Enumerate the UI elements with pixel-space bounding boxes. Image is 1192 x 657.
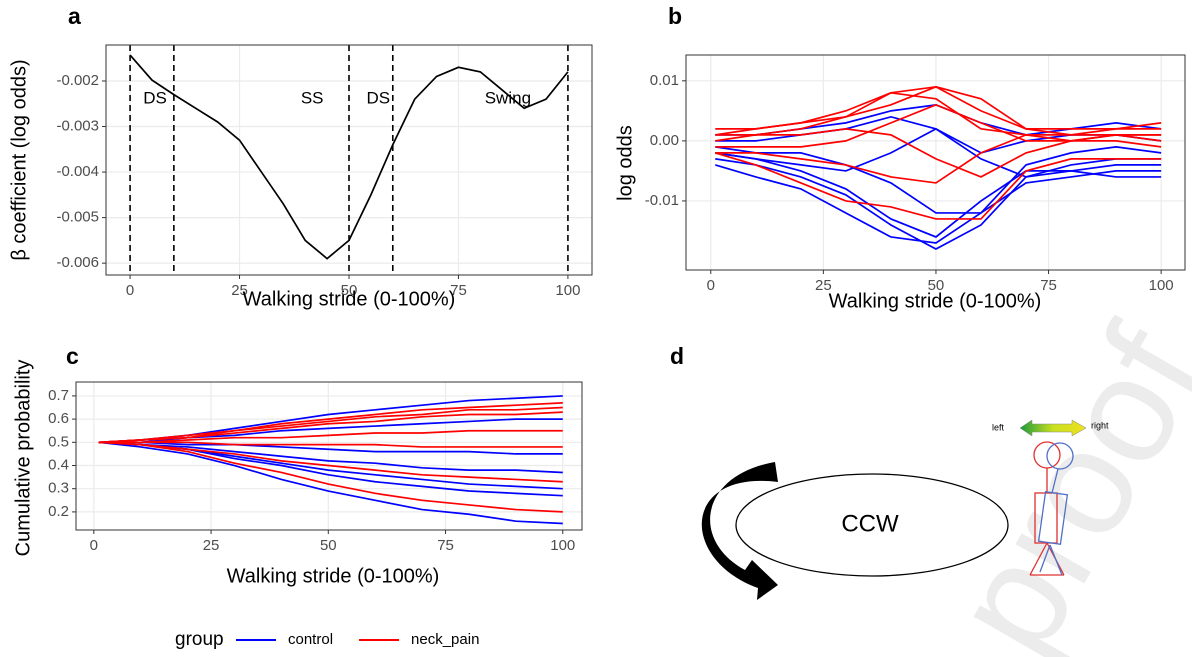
y-tick-label: 0.4: [48, 456, 69, 473]
y-tick-label: -0.01: [645, 192, 679, 209]
panel: 0 25 50 75 100 -0.01 0.00 0.01 b Walking stride (…: [614, 3, 1186, 312]
panel: 0 25 50 75 100 0.2 0.3 0.4 0.5 0.6 0.7 c Walking str…: [12, 343, 583, 587]
x-tick-label: 25: [815, 277, 832, 294]
figure-blue: [1037, 442, 1074, 576]
series-line: [715, 134, 1162, 184]
series-line: [715, 128, 1162, 178]
x-tick-label: 50: [341, 282, 358, 299]
plot-border: [105, 44, 593, 276]
x-tick-label: 25: [231, 282, 248, 299]
legend-label: neck_pain: [411, 631, 479, 648]
phase-label: SS: [301, 89, 324, 108]
series-line: [129, 54, 569, 260]
y-axis-title: Cumulative probability: [12, 360, 34, 557]
x-tick-label: 50: [928, 277, 945, 294]
x-tick-label: 100: [555, 282, 580, 299]
plot-border: [75, 381, 583, 531]
legend: group control neck_pain: [175, 629, 479, 650]
panel-label: c: [66, 343, 79, 369]
y-axis-title: β coefficient (log odds): [8, 59, 30, 260]
series-line: [715, 158, 1162, 250]
series-line: [98, 429, 563, 444]
series-line: [98, 441, 563, 483]
panel-label: a: [68, 3, 81, 29]
panel: 0 25 50 75 100 -0.006 -0.005 -0.004 -0.003 -0.002…: [8, 3, 593, 310]
series-line: [715, 146, 1162, 214]
x-tick-label: 0: [90, 537, 98, 554]
series-line: [715, 127, 1162, 178]
series-line: [98, 441, 563, 455]
x-tick-label: 0: [126, 282, 134, 299]
direction-label: CCW: [841, 510, 899, 537]
series-line: [98, 406, 563, 444]
phase-label: DS: [367, 89, 391, 108]
y-tick-label: -0.002: [56, 72, 99, 89]
series-line: [98, 441, 563, 474]
series-line: [715, 85, 1162, 136]
series-line: [715, 152, 1162, 238]
rotation-arrow: [701, 462, 778, 600]
x-axis-title: Walking stride (0-100%): [227, 565, 440, 587]
x-tick-label: 100: [1149, 277, 1174, 294]
x-tick-label: 0: [707, 277, 715, 294]
y-tick-label: 0.5: [48, 433, 69, 450]
legend-label: control: [288, 631, 333, 648]
series-line: [98, 441, 563, 525]
diagram-panel: d CCW left right: [670, 343, 1109, 600]
y-tick-label: -0.005: [56, 209, 99, 226]
plot-border: [685, 54, 1186, 271]
y-axis-title: log odds: [614, 125, 636, 201]
phase-label: Swing: [485, 89, 531, 108]
x-tick-label: 25: [203, 537, 220, 554]
x-axis-title: Walking stride (0-100%): [829, 290, 1042, 312]
y-tick-label: -0.006: [56, 254, 99, 271]
y-tick-label: -0.004: [56, 163, 99, 180]
y-tick-label: 0.7: [48, 387, 69, 404]
x-tick-label: 75: [450, 282, 467, 299]
y-tick-label: 0.3: [48, 480, 69, 497]
series-line: [715, 91, 1162, 136]
x-tick-label: 50: [320, 537, 337, 554]
phase-label: DS: [143, 89, 167, 108]
series-line: [715, 164, 1162, 244]
y-tick-label: 0.01: [650, 72, 679, 89]
x-axis-title: Walking stride (0-100%): [243, 288, 456, 310]
y-tick-label: -0.003: [56, 117, 99, 134]
x-tick-label: 75: [437, 537, 454, 554]
legend-title: group: [175, 629, 224, 650]
stick-figures: [1029, 441, 1074, 576]
y-tick-label: 0.00: [650, 132, 679, 149]
y-tick-label: 0.6: [48, 410, 69, 427]
series-line: [98, 402, 563, 444]
series-line: [715, 152, 1162, 220]
series-line: [98, 441, 563, 448]
left-right-arrow: [1019, 419, 1087, 437]
panel-label: d: [670, 343, 684, 369]
right-label: right: [1091, 420, 1109, 430]
track-ellipse: [735, 473, 1009, 577]
y-tick-label: 0.2: [48, 503, 69, 520]
series-line: [98, 441, 563, 513]
x-tick-label: 75: [1040, 277, 1057, 294]
left-label: left: [992, 422, 1005, 432]
panel-label: b: [668, 3, 682, 29]
x-tick-label: 100: [550, 537, 575, 554]
